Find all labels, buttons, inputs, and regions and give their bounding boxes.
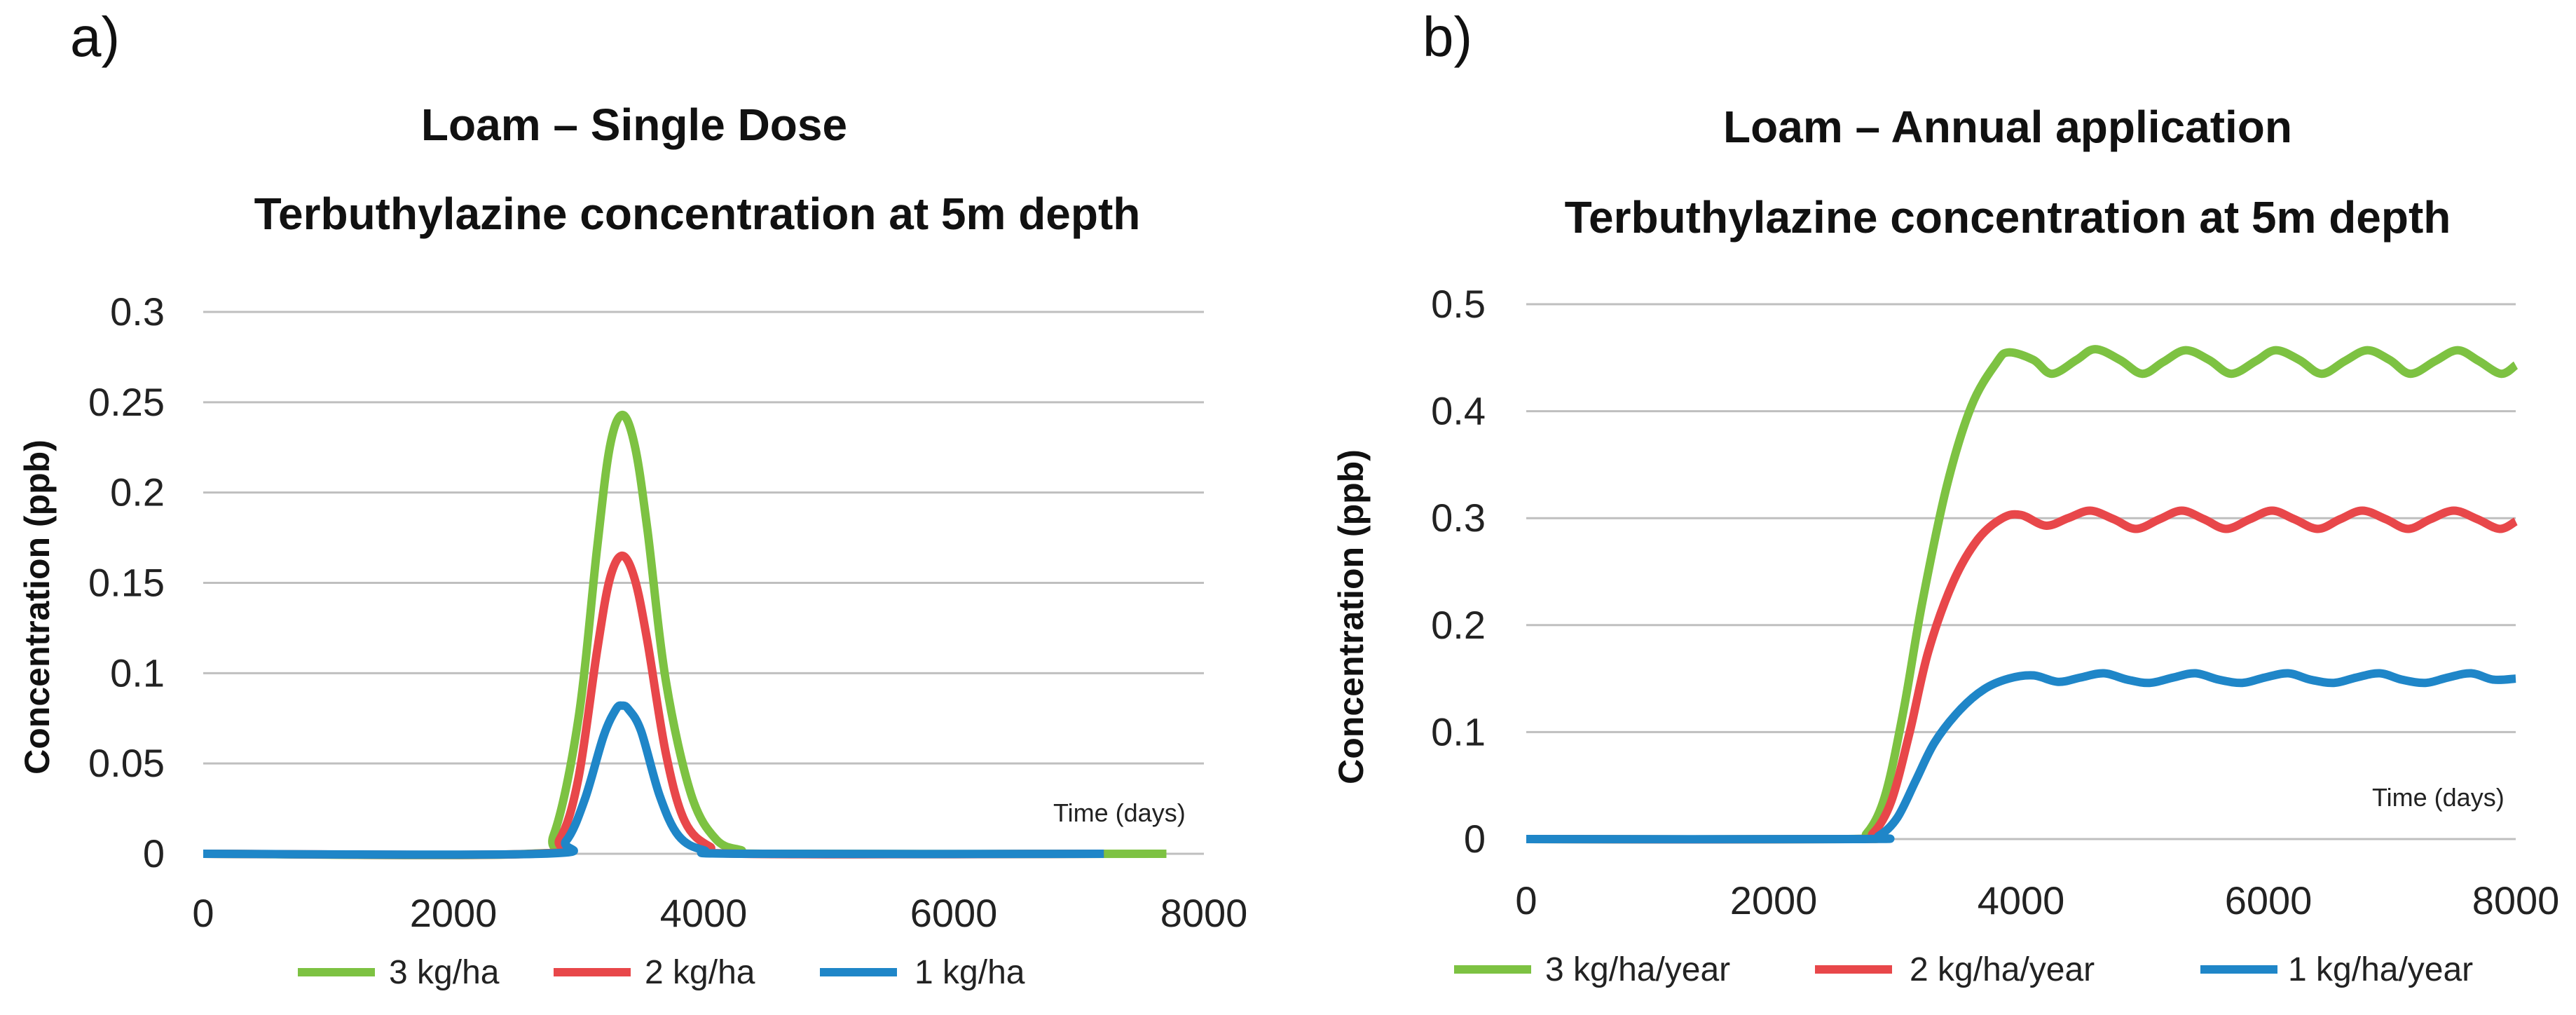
panel-b-y-tick-label: 0.5 [1431,282,1486,326]
panel-b: b) Loam – Annual application Terbuthylaz… [1331,6,2559,988]
panel-b-series-2-kg-ha-year [1526,506,2519,844]
panel-a-legend: 3 kg/ha 2 kg/ha 1 kg/ha [298,954,1025,991]
panel-b-y-tick-label: 0.4 [1431,389,1486,433]
panel-a-series-3-kg-ha [203,410,1167,859]
legend-label-1-kg-ha: 1 kg/ha [914,954,1025,991]
panel-b-y-tick-label: 0 [1464,817,1486,861]
panel-a-y-tick-label: 0.15 [88,561,165,605]
panel-b-y-tick-label: 0.3 [1431,496,1486,540]
panel-a-x-tick-label: 2000 [410,891,498,935]
panel-a-x-tick-label: 8000 [1160,891,1248,935]
panel-b-x-tick-label: 6000 [2225,878,2313,922]
panel-a: a) Loam – Single Dose Terbuthylazine con… [18,6,1247,991]
panel-a-x-tick-label: 0 [192,891,214,935]
legend-label-3-kg-ha-year: 3 kg/ha/year [1545,951,1730,988]
panel-b-series-3-kg-ha-year [1526,345,2519,844]
panel-a-title-line-1: Loam – Single Dose [421,100,847,150]
panel-a-y-tick-label: 0 [143,831,165,876]
panel-a-series-1-kg-ha [203,701,1104,859]
panel-b-x-axis-label: Time (days) [2372,783,2505,812]
panel-a-label: a) [70,6,120,68]
panel-b-label: b) [1423,6,1472,68]
legend-label-2-kg-ha: 2 kg/ha [645,954,755,991]
panel-b-series-1-kg-ha-year [1526,669,2516,844]
legend-label-2-kg-ha-year: 2 kg/ha/year [1910,951,2095,988]
panel-a-x-tick-label: 4000 [660,891,748,935]
panel-a-y-tick-label: 0.25 [88,380,165,424]
panel-b-title-line-2: Terbuthylazine concentration at 5m depth [1565,192,2451,243]
panel-a-x-axis-label: Time (days) [1053,798,1186,827]
panel-a-title-line-2: Terbuthylazine concentration at 5m depth [254,189,1141,239]
panel-a-y-tick-label: 0.1 [110,650,165,695]
legend-label-3-kg-ha: 3 kg/ha [389,954,500,991]
panel-b-x-tick-label: 4000 [1978,878,2065,922]
panel-a-x-tick-label: 6000 [910,891,998,935]
panel-b-x-tick-label: 0 [1515,878,1537,922]
panel-b-x-tick-label: 8000 [2472,878,2560,922]
panel-b-x-tick-label: 2000 [1730,878,1818,922]
panel-b-title-line-1: Loam – Annual application [1723,102,2292,152]
panel-a-y-axis-label: Concentration (ppb) [18,440,57,775]
panel-b-y-tick-label: 0.2 [1431,603,1486,647]
panel-a-y-tick-label: 0.3 [110,289,165,334]
panel-b-legend: 3 kg/ha/year 2 kg/ha/year 1 kg/ha/year [1454,951,2473,988]
panel-b-plot-area: 0 0.1 0.2 0.3 0.4 0.5 0 2000 4000 6000 8000 [1431,282,2559,922]
legend-label-1-kg-ha-year: 1 kg/ha/year [2288,951,2473,988]
panel-a-y-tick-label: 0.2 [110,470,165,515]
panel-b-y-tick-label: 0.1 [1431,709,1486,754]
panel-b-y-axis-label: Concentration (ppb) [1331,449,1371,784]
panel-a-plot-area: 0 0.05 0.1 0.15 0.2 0.25 0.3 0 2000 4000 6000 8000 [88,289,1247,935]
panel-a-y-tick-label: 0.05 [88,741,165,785]
